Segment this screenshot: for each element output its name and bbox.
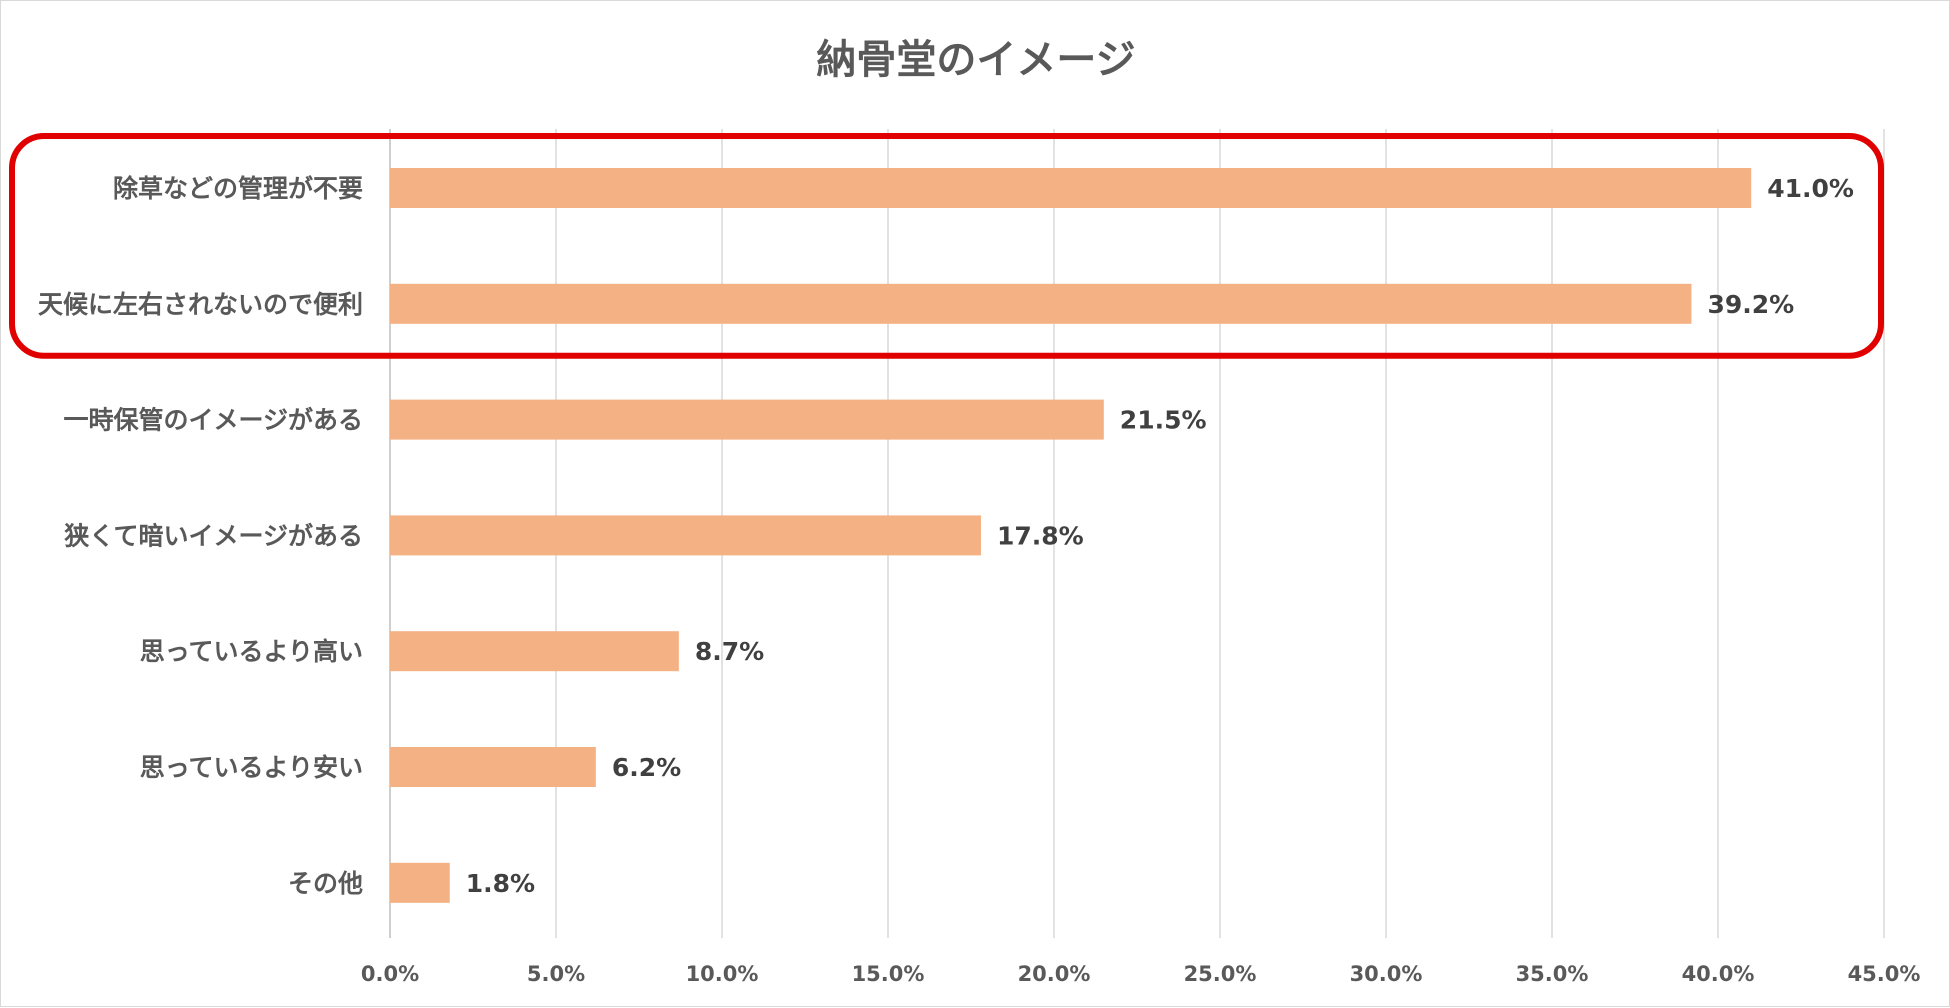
data-label: 21.5% (1120, 406, 1207, 435)
data-label: 41.0% (1767, 174, 1854, 203)
category-label: 思っているより高い (140, 637, 363, 666)
data-label: 39.2% (1707, 290, 1794, 319)
bars (390, 168, 1752, 903)
category-labels: 除草などの管理が不要天候に左右されないので便利一時保管のイメージがある狭くて暗い… (38, 174, 363, 898)
value-labels: 41.0% 39.2% 21.5% 17.8% 8.7% 6.2% 1.8% (466, 174, 1854, 898)
bar (390, 283, 1692, 324)
highlight-box (9, 133, 1884, 359)
bar (390, 747, 596, 787)
bar (390, 399, 1104, 440)
category-label: 除草などの管理が不要 (113, 174, 363, 203)
chart-title: 納骨堂のイメージ (816, 37, 1135, 83)
x-tick-label: 0.0% (361, 962, 419, 986)
data-label: 8.7% (695, 637, 764, 666)
bar (390, 515, 981, 556)
bar (390, 631, 679, 672)
x-tick-label: 15.0% (852, 962, 925, 986)
x-tick-label: 45.0% (1848, 962, 1921, 986)
x-tick-label: 5.0% (527, 962, 585, 986)
x-tick-label: 35.0% (1516, 962, 1589, 986)
x-tick-label: 25.0% (1184, 962, 1257, 986)
highlight-annotation (9, 133, 1884, 359)
x-tick-label: 10.0% (686, 962, 759, 986)
data-label: 6.2% (612, 753, 681, 782)
category-label: 思っているより安い (140, 753, 363, 782)
gridlines (389, 129, 1885, 938)
x-tick-label: 30.0% (1350, 962, 1423, 986)
data-label: 1.8% (466, 869, 535, 898)
category-label: 天候に左右されないので便利 (38, 290, 363, 319)
x-axis-ticks: 0.0% 5.0% 10.0% 15.0% 20.0% 25.0% 30.0% 35.0% 40… (361, 962, 1921, 986)
bar (390, 862, 450, 903)
category-label: その他 (288, 869, 363, 898)
category-label: 狭くて暗いイメージがある (63, 521, 363, 550)
category-label: 一時保管のイメージがある (63, 406, 363, 435)
x-tick-label: 40.0% (1682, 962, 1755, 986)
x-tick-label: 20.0% (1018, 962, 1091, 986)
data-label: 17.8% (997, 521, 1084, 550)
bar (390, 168, 1752, 208)
